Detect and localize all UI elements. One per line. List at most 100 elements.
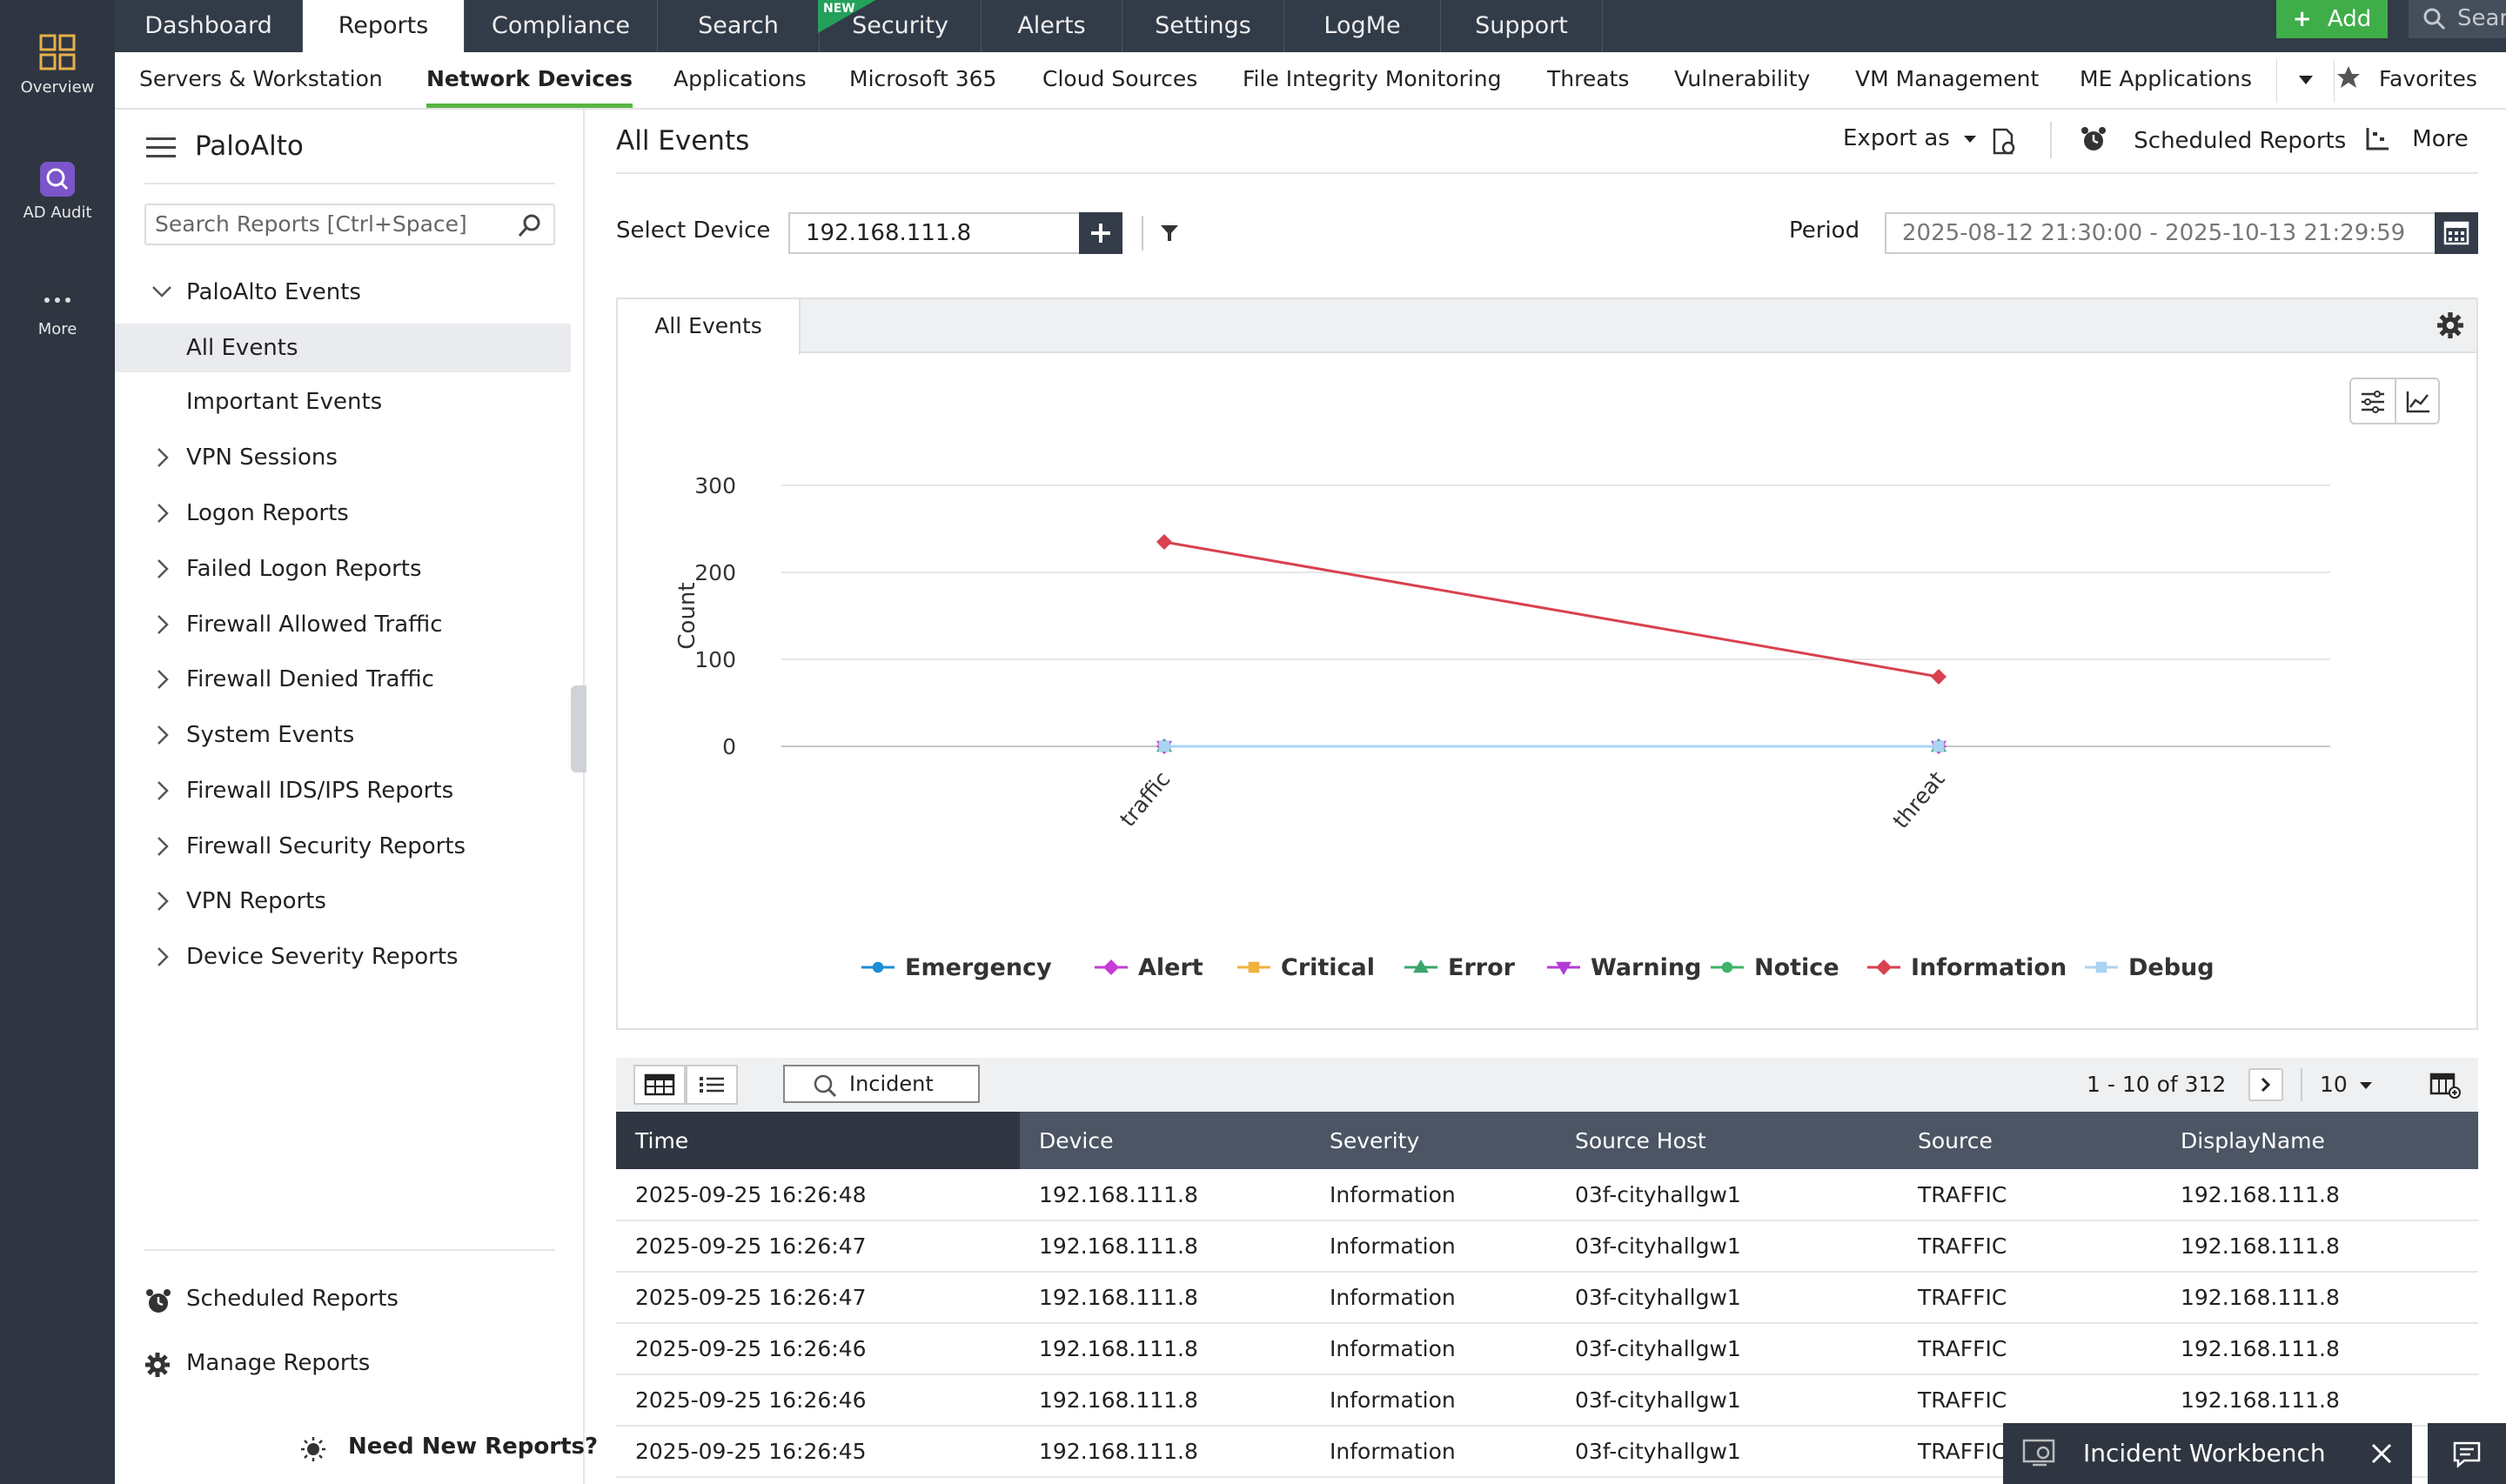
rail-item-overview[interactable]: Overview: [0, 33, 115, 97]
tree-item-logon-reports[interactable]: Logon Reports: [115, 489, 571, 538]
tree-item-label: Logon Reports: [186, 500, 349, 526]
rail-item-ad-audit[interactable]: AD Audit: [0, 162, 115, 222]
rail-item-more[interactable]: More: [0, 287, 115, 338]
manage-reports-link[interactable]: Manage Reports: [144, 1350, 492, 1385]
data-point-information: [1156, 534, 1172, 550]
period-input[interactable]: 2025-08-12 21:30:00 - 2025-10-13 21:29:5…: [1885, 212, 2445, 254]
tree-item-system-events[interactable]: System Events: [115, 711, 571, 759]
grid-icon: [39, 34, 76, 70]
chart-type-icon[interactable]: [2405, 390, 2431, 414]
gear-icon[interactable]: [2436, 311, 2464, 339]
table-row[interactable]: 2025-09-25 16:26:48 192.168.111.8 Informat…: [616, 1169, 2478, 1221]
column-header-severity[interactable]: Severity: [1310, 1112, 1556, 1169]
tab-compliance[interactable]: Compliance: [465, 0, 658, 52]
next-page-button[interactable]: [2248, 1068, 2283, 1101]
tree-item-firewall-allowed-traffic[interactable]: Firewall Allowed Traffic: [115, 600, 571, 649]
more-button[interactable]: More: [2365, 125, 2469, 152]
tab-dashboard[interactable]: Dashboard: [115, 0, 303, 52]
legend-item-critical[interactable]: Critical: [1281, 954, 1375, 981]
chat-button[interactable]: [2428, 1423, 2506, 1484]
tab-reports[interactable]: Reports: [303, 0, 465, 52]
pager-divider: [2301, 1068, 2302, 1101]
scheduled-reports-button[interactable]: Scheduled Reports: [2080, 125, 2346, 154]
y-tick-label: 100: [694, 647, 736, 672]
caret-down-icon[interactable]: [2297, 73, 2315, 87]
export-label: Export as: [1843, 125, 1950, 151]
subtab-vulnerability[interactable]: Vulnerability: [1674, 66, 1811, 91]
chevron-right-icon: [157, 670, 169, 689]
tree-item-firewall-security[interactable]: Firewall Security Reports: [115, 822, 571, 871]
favorites-button[interactable]: Favorites: [2335, 52, 2477, 108]
legend-item-debug[interactable]: Debug: [2128, 954, 2215, 981]
table-row[interactable]: 2025-09-25 16:26:46 192.168.111.8 Informat…: [616, 1323, 2478, 1375]
sliders-icon[interactable]: [2360, 390, 2386, 414]
tab-logme[interactable]: LogMe: [1284, 0, 1441, 52]
tree-group-paloalto-events[interactable]: PaloAlto Events: [115, 268, 571, 317]
table-view-button[interactable]: [633, 1065, 686, 1105]
gear-icon: [145, 1353, 170, 1377]
legend-item-alert[interactable]: Alert: [1138, 954, 1203, 981]
tree-item-firewall-denied-traffic[interactable]: Firewall Denied Traffic: [115, 655, 571, 704]
subtab-file-integrity[interactable]: File Integrity Monitoring: [1243, 66, 1502, 91]
table-row[interactable]: 2025-09-25 16:26:47 192.168.111.8 Informat…: [616, 1272, 2478, 1324]
incident-button[interactable]: Incident: [783, 1065, 980, 1103]
legend-item-information[interactable]: Information: [1911, 954, 2067, 981]
subtab-applications[interactable]: Applications: [673, 66, 807, 91]
tree-item-device-severity[interactable]: Device Severity Reports: [115, 933, 571, 981]
table-row[interactable]: 2025-09-25 16:26:47 192.168.111.8 Informat…: [616, 1220, 2478, 1273]
hamburger-icon[interactable]: [146, 136, 176, 160]
table-cell: Information: [1310, 1374, 1556, 1427]
table-cell: 03f-cityhallgw1: [1556, 1374, 1899, 1427]
tree-item-all-events[interactable]: All Events: [115, 324, 571, 372]
report-search-input[interactable]: Search Reports [Ctrl+Space]: [144, 204, 555, 245]
table-cell: TRAFFIC: [1899, 1169, 2161, 1221]
tab-alerts[interactable]: Alerts: [982, 0, 1122, 52]
tree-item-important-events[interactable]: Important Events: [115, 378, 571, 426]
subtab-vm-management[interactable]: VM Management: [1855, 66, 2040, 91]
tree-item-vpn-reports[interactable]: VPN Reports: [115, 877, 571, 926]
table-cell: Information: [1310, 1323, 1556, 1375]
subtab-servers[interactable]: Servers & Workstation: [139, 66, 383, 91]
chevron-right-icon: [157, 947, 169, 966]
page-size-select[interactable]: 10: [2320, 1058, 2374, 1112]
add-button[interactable]: + Add: [2276, 0, 2388, 38]
tree-item-failed-logon-reports[interactable]: Failed Logon Reports: [115, 545, 571, 593]
tab-security[interactable]: NEW Security: [818, 0, 982, 52]
column-header-displayname[interactable]: DisplayName: [2161, 1112, 2478, 1169]
incident-workbench-bar[interactable]: Incident Workbench: [2003, 1423, 2412, 1484]
chart-tab-all-events[interactable]: All Events: [618, 299, 801, 355]
list-view-button[interactable]: [686, 1065, 738, 1105]
tab-settings[interactable]: Settings: [1122, 0, 1284, 52]
tree-item-vpn-sessions[interactable]: VPN Sessions: [115, 433, 571, 482]
column-chooser-icon[interactable]: [2429, 1072, 2461, 1100]
filter-icon[interactable]: [1159, 223, 1180, 244]
subtab-threats[interactable]: Threats: [1547, 66, 1630, 91]
table-row[interactable]: 2025-09-25 16:26:46 192.168.111.8 Informat…: [616, 1374, 2478, 1427]
legend-item-warning[interactable]: Warning: [1591, 954, 1701, 981]
device-input[interactable]: 192.168.111.8: [788, 212, 1084, 254]
report-settings-icon[interactable]: [1989, 127, 2019, 157]
column-header-source-host[interactable]: Source Host: [1556, 1112, 1899, 1169]
need-new-reports-link[interactable]: Need New Reports?: [299, 1434, 598, 1468]
legend-item-emergency[interactable]: Emergency: [905, 954, 1052, 981]
close-icon[interactable]: [2370, 1442, 2393, 1465]
table-cell: 192.168.111.8: [1020, 1374, 1310, 1427]
subtab-cloud-sources[interactable]: Cloud Sources: [1042, 66, 1198, 91]
export-dropdown[interactable]: Export as: [1843, 125, 1978, 151]
subtab-me-applications[interactable]: ME Applications: [2080, 66, 2253, 91]
add-device-button[interactable]: [1079, 212, 1122, 254]
legend-item-error[interactable]: Error: [1448, 954, 1516, 981]
sidebar-collapse-handle[interactable]: [571, 685, 586, 772]
top-search-input[interactable]: Search: [2409, 0, 2506, 38]
subtab-microsoft-365[interactable]: Microsoft 365: [849, 66, 997, 91]
column-header-time[interactable]: Time: [616, 1112, 1020, 1169]
tab-search[interactable]: Search: [658, 0, 820, 52]
legend-item-notice[interactable]: Notice: [1754, 954, 1839, 981]
subtab-network-devices[interactable]: Network Devices: [426, 52, 633, 108]
calendar-button[interactable]: [2435, 212, 2478, 254]
column-header-device[interactable]: Device: [1020, 1112, 1310, 1169]
tree-item-firewall-ids-ips[interactable]: Firewall IDS/IPS Reports: [115, 766, 571, 815]
scheduled-reports-link[interactable]: Scheduled Reports: [144, 1286, 492, 1320]
column-header-source[interactable]: Source: [1899, 1112, 2161, 1169]
tab-support[interactable]: Support: [1441, 0, 1603, 52]
